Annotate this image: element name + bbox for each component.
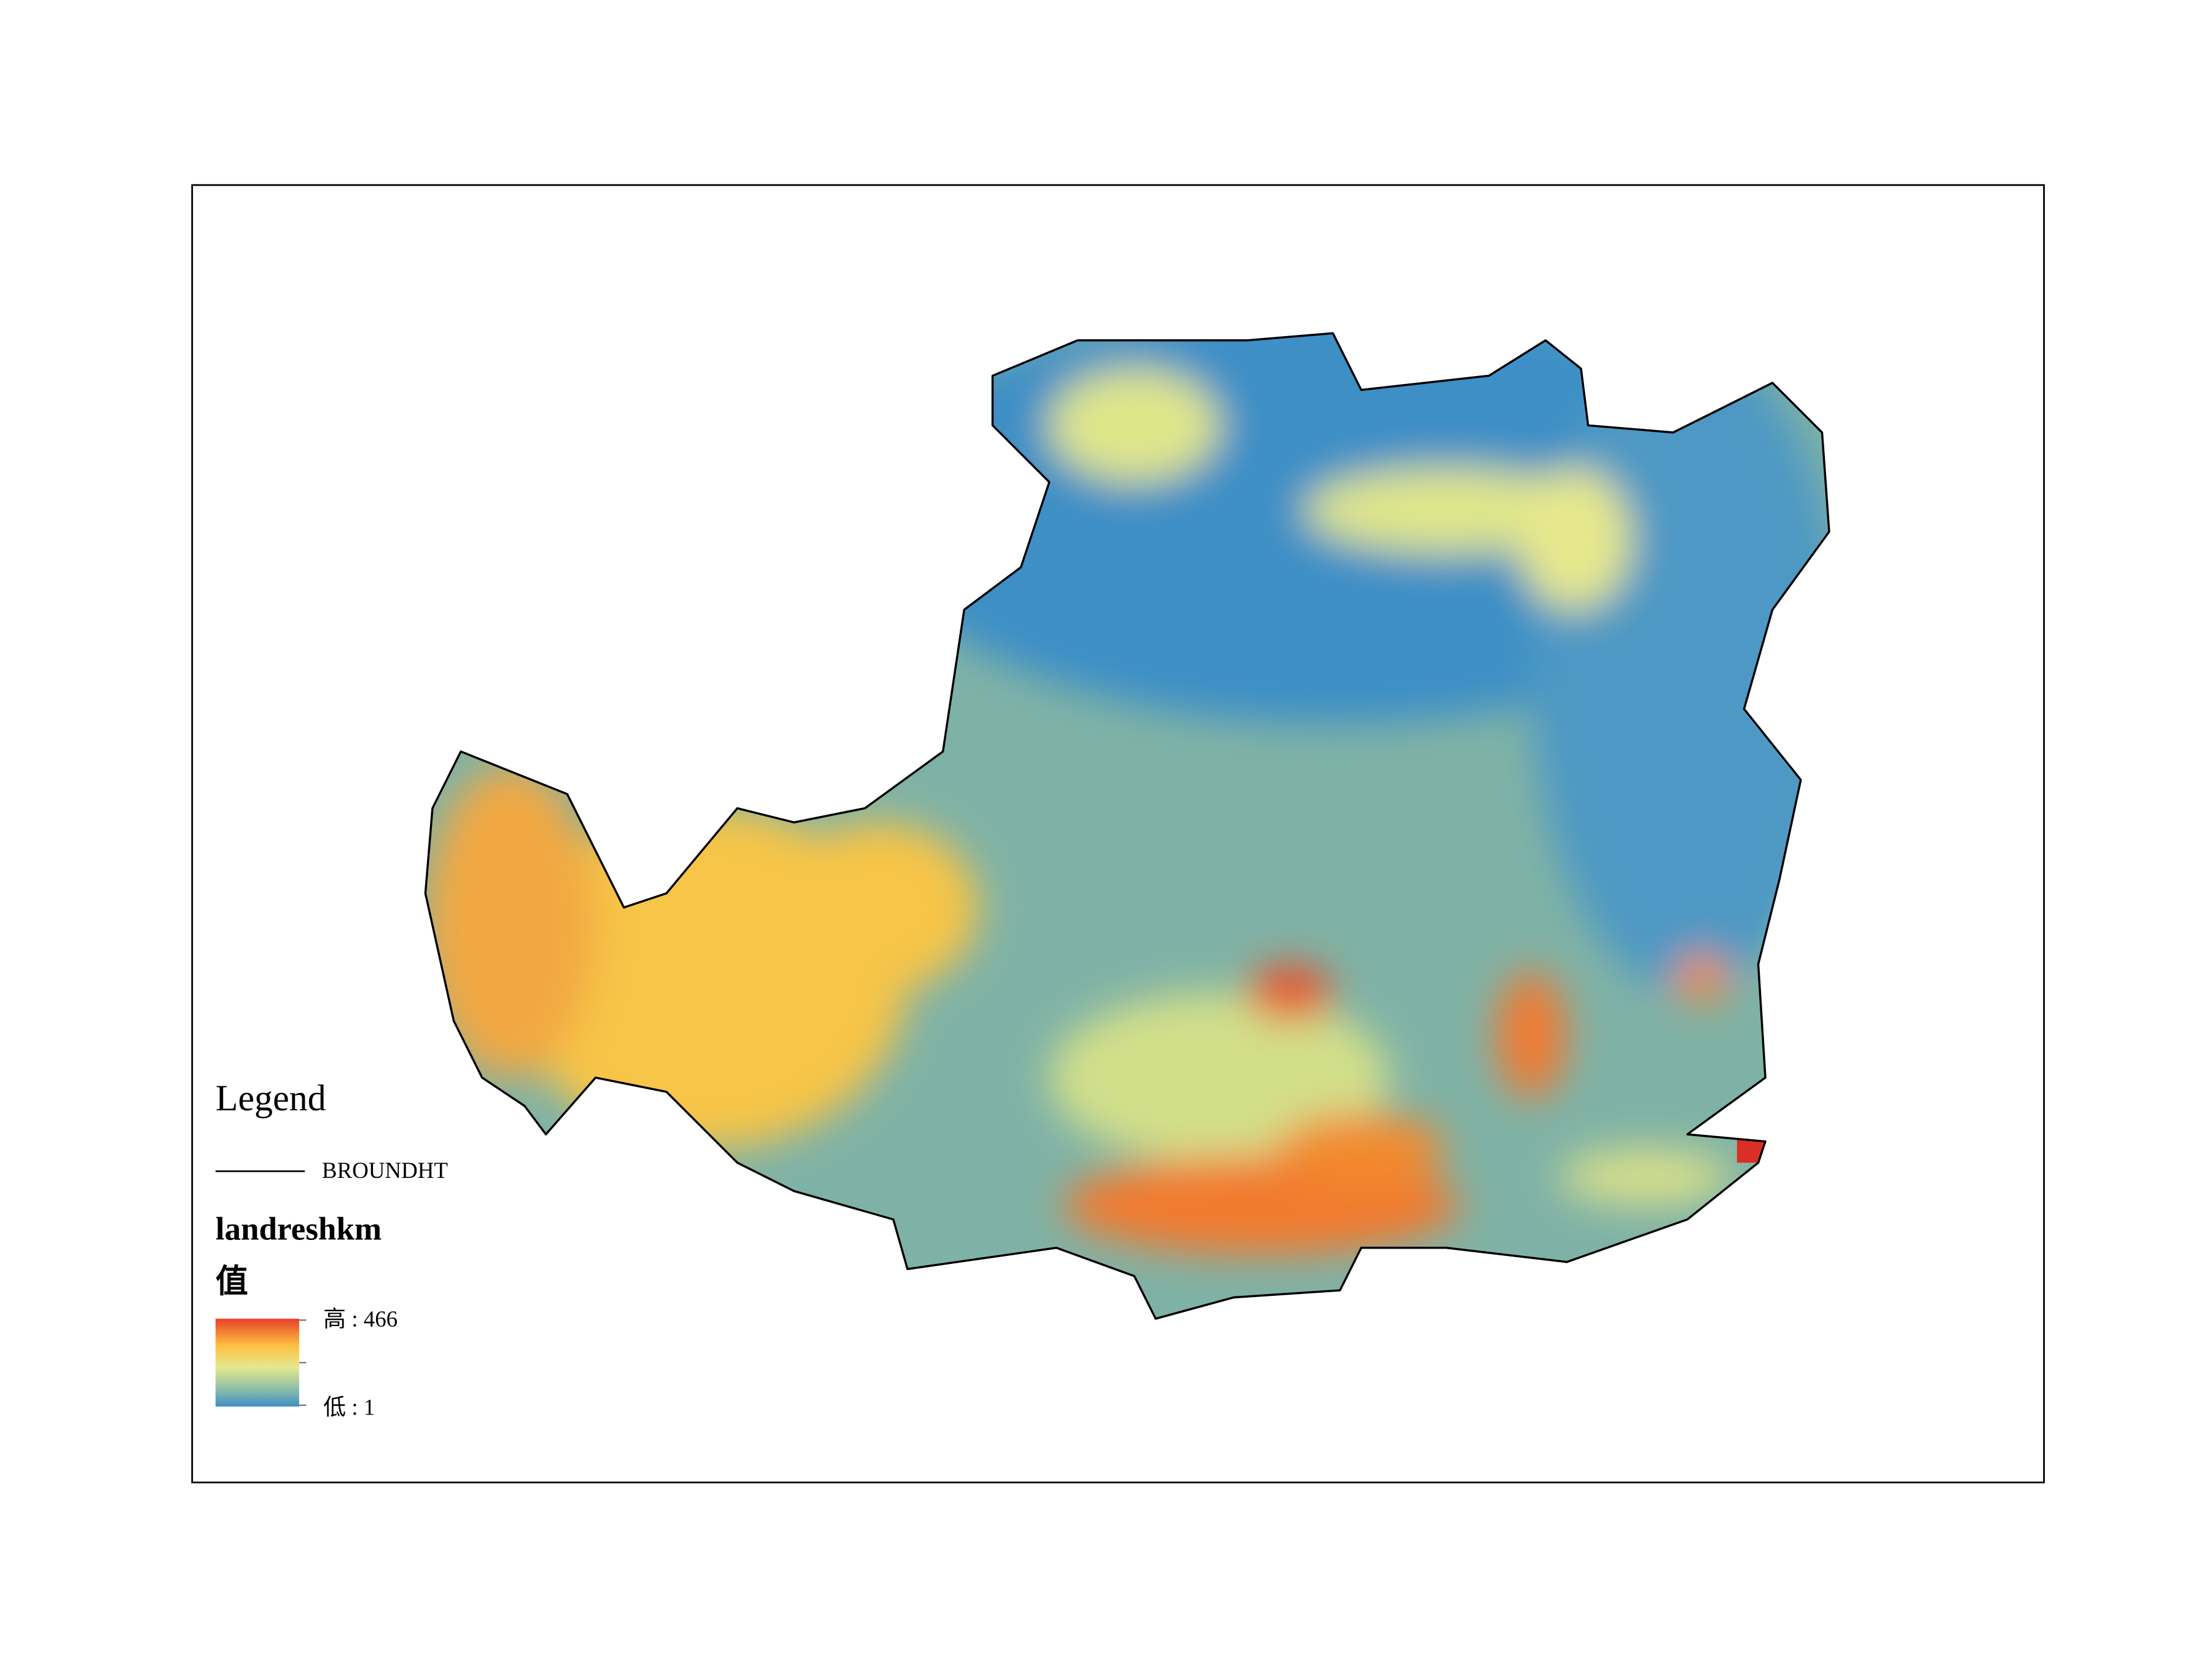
color-ramp [215, 1319, 299, 1407]
legend-field: 值 [216, 1263, 248, 1300]
legend-title: Legend [216, 1078, 326, 1118]
legend-layer-name: landreshkm [216, 1212, 382, 1247]
legend: Legend BROUNDHT landreshkm 值 高 : 466 低 :… [215, 1078, 448, 1419]
map-frame [191, 184, 2045, 1484]
raster-layer [425, 333, 1829, 1319]
boundary-outline [424, 332, 1830, 1320]
ramp-high-label: 高 : 466 [323, 1306, 398, 1332]
legend-layer-name: BROUNDHT [322, 1158, 448, 1183]
ramp-low-label: 低 : 1 [323, 1394, 375, 1419]
